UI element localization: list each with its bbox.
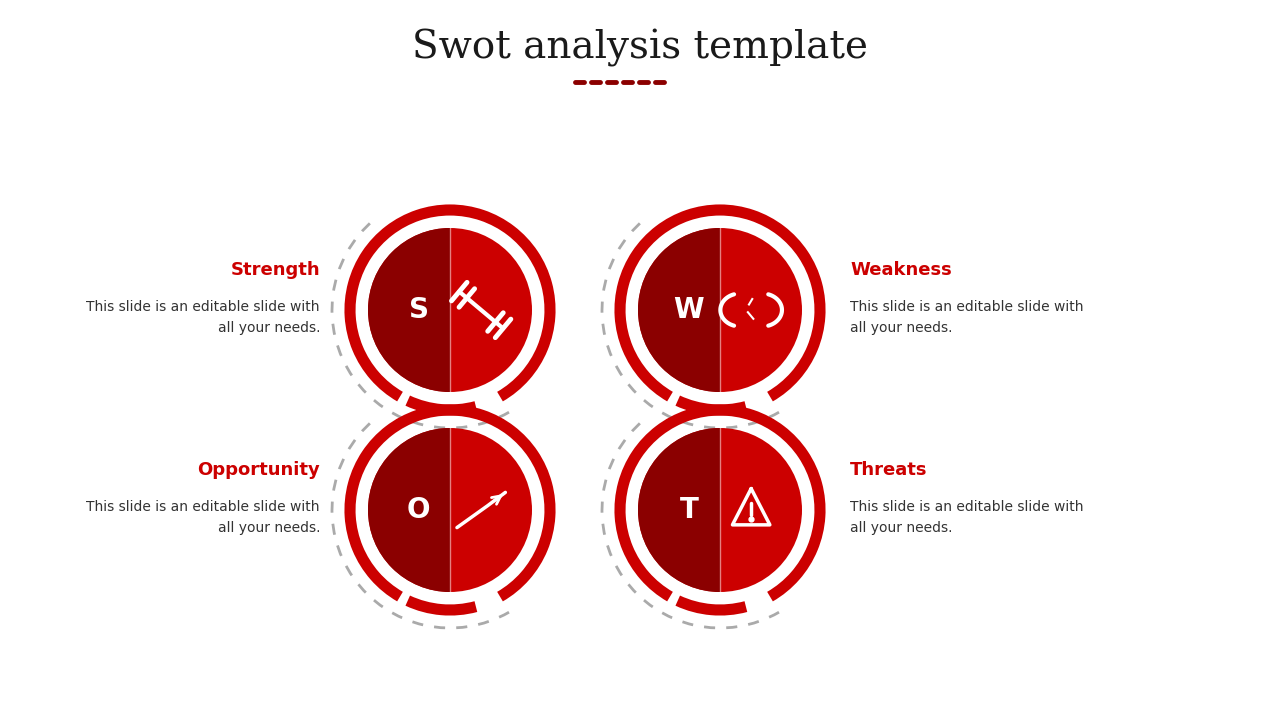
- Text: Swot analysis template: Swot analysis template: [412, 29, 868, 67]
- Text: This slide is an editable slide with
all your needs.: This slide is an editable slide with all…: [87, 300, 320, 335]
- Wedge shape: [637, 228, 719, 392]
- Wedge shape: [369, 428, 451, 592]
- Circle shape: [637, 228, 803, 392]
- Text: Threats: Threats: [850, 461, 928, 479]
- Text: T: T: [680, 496, 699, 524]
- Text: O: O: [407, 496, 430, 524]
- Text: This slide is an editable slide with
all your needs.: This slide is an editable slide with all…: [87, 500, 320, 534]
- Circle shape: [637, 428, 803, 592]
- Text: W: W: [673, 296, 704, 324]
- Circle shape: [369, 228, 532, 392]
- Wedge shape: [369, 228, 451, 392]
- Text: Weakness: Weakness: [850, 261, 952, 279]
- Text: Strength: Strength: [230, 261, 320, 279]
- Text: This slide is an editable slide with
all your needs.: This slide is an editable slide with all…: [850, 300, 1083, 335]
- Wedge shape: [637, 428, 719, 592]
- Text: Opportunity: Opportunity: [197, 461, 320, 479]
- Circle shape: [369, 428, 532, 592]
- Text: S: S: [408, 296, 429, 324]
- Text: This slide is an editable slide with
all your needs.: This slide is an editable slide with all…: [850, 500, 1083, 534]
